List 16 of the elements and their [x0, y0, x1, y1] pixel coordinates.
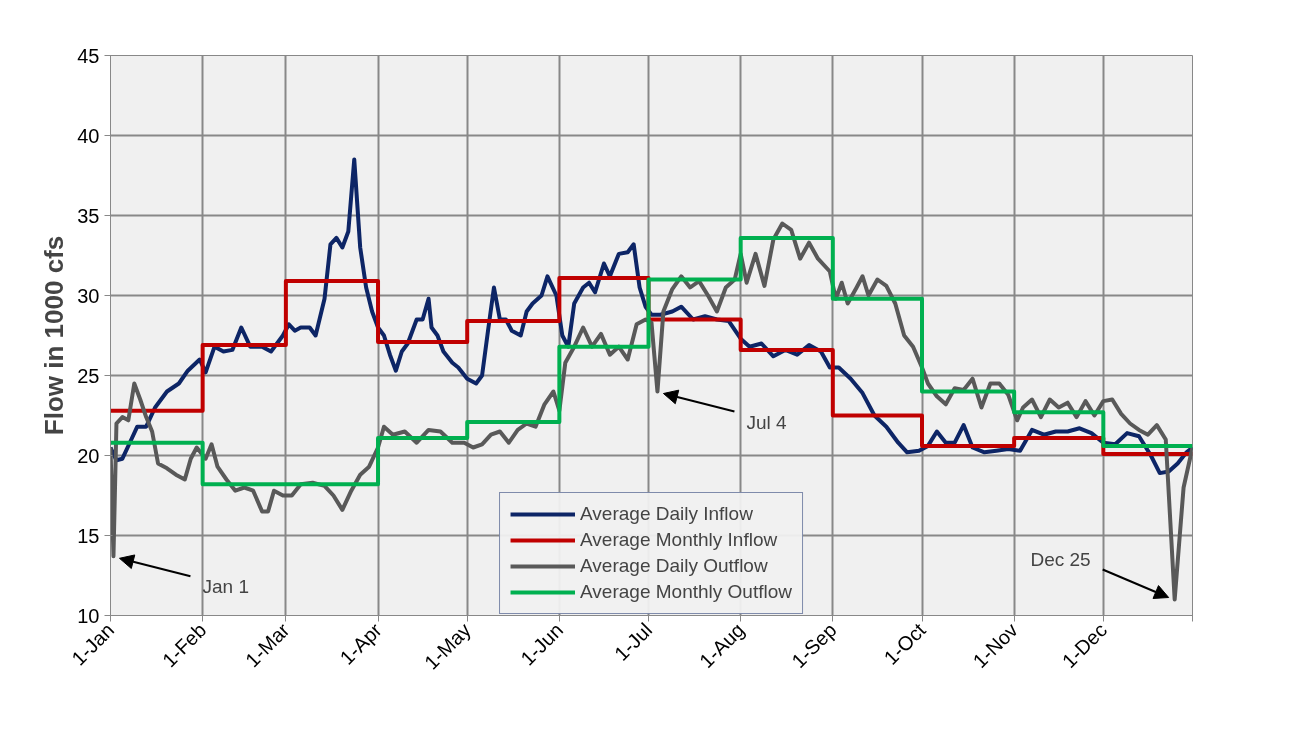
y-tick-label: 10 — [77, 604, 100, 627]
legend-label: Average Monthly Inflow — [580, 529, 778, 551]
y-tick-label: 45 — [77, 44, 100, 67]
legend-label: Average Daily Outflow — [580, 555, 768, 577]
y-tick-label: 30 — [77, 284, 100, 307]
y-tick-label: 25 — [77, 364, 100, 387]
annotation: Jan 1 — [202, 576, 249, 598]
y-tick-label: 15 — [77, 524, 100, 547]
y-tick-label: 20 — [77, 444, 100, 467]
legend-label: Average Daily Inflow — [580, 503, 753, 525]
annotation: Dec 25 — [1030, 548, 1091, 570]
legend-label: Average Monthly Outflow — [580, 581, 792, 603]
y-tick-label: 35 — [77, 204, 100, 227]
y-axis-title: Flow in 1000 cfs — [39, 235, 70, 436]
y-tick-label: 40 — [77, 124, 100, 147]
annotation: Jul 4 — [746, 411, 788, 433]
